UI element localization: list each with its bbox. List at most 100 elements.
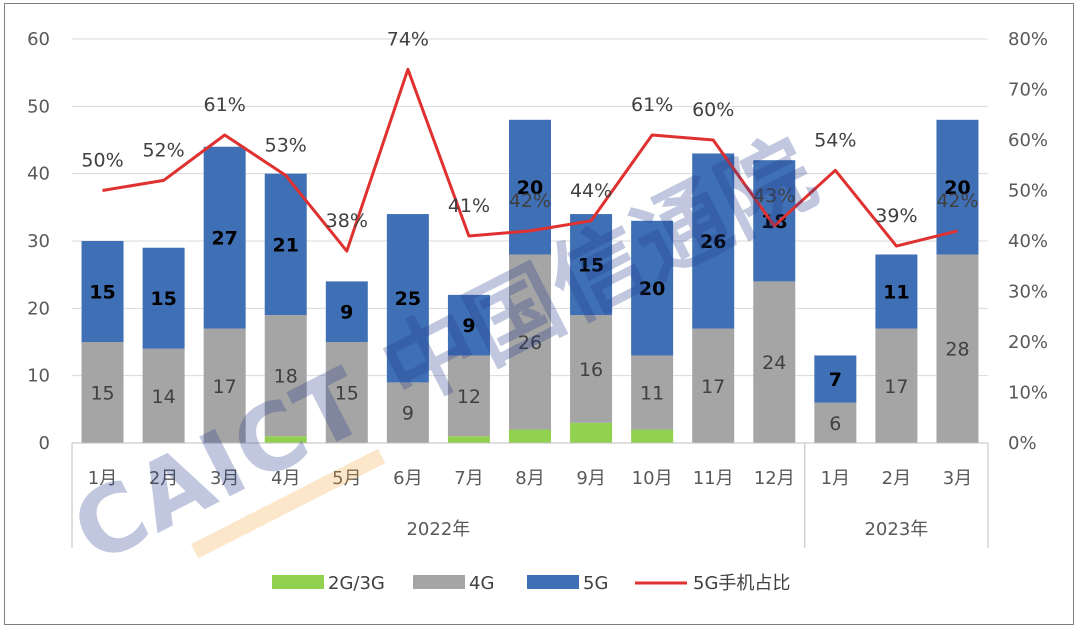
legend-label: 4G — [469, 573, 494, 594]
bar-label-5g: 15 — [578, 255, 604, 277]
share-label: 42% — [936, 190, 978, 212]
bar-label-5g: 15 — [150, 288, 176, 310]
bar-4g — [386, 382, 429, 443]
x-tick: 8月 — [515, 468, 544, 489]
legend: 2G/3G 4G 5G 5G手机占比 — [272, 573, 790, 594]
x-tick: 9月 — [576, 468, 605, 489]
y-right-tick: 50% — [1008, 181, 1048, 202]
share-label: 41% — [448, 195, 490, 217]
chart-frame — [4, 3, 1074, 625]
bar-label-4g: 15 — [335, 383, 359, 405]
bar-label-4g: 14 — [152, 386, 176, 408]
y-right-tick: 80% — [1008, 29, 1048, 50]
y-left-tick: 30 — [27, 231, 50, 252]
y-left-tick: 40 — [27, 164, 50, 185]
share-label: 44% — [570, 180, 612, 202]
bar-2g-3g — [631, 429, 674, 443]
bar-4g — [203, 328, 246, 443]
share-label: 61% — [631, 94, 673, 116]
bar-label-5g: 20 — [517, 177, 543, 199]
bar-label-5g: 26 — [700, 231, 726, 253]
y-right-tick: 30% — [1008, 282, 1048, 303]
bar-label-5g: 9 — [462, 315, 475, 337]
bar-label-4g: 28 — [945, 339, 969, 361]
bar-4g — [631, 355, 674, 430]
bar-5g — [325, 281, 368, 342]
y-right-tick: 10% — [1008, 383, 1048, 404]
x-tick: 2月 — [149, 468, 178, 489]
x-tick: 4月 — [271, 468, 300, 489]
share-label: 52% — [142, 139, 184, 161]
share-line-path — [102, 67, 958, 253]
bar-label-4g: 11 — [640, 383, 664, 405]
x-tick: 10月 — [632, 468, 673, 489]
share-label: 39% — [875, 205, 917, 227]
bar-4g — [570, 315, 613, 423]
legend-label: 2G/3G — [328, 573, 385, 594]
share-label: 53% — [265, 134, 307, 156]
bar-4g — [142, 348, 185, 443]
bar-5g — [692, 153, 735, 329]
y-right-tick: 60% — [1008, 130, 1048, 151]
y-left-tick: 60 — [27, 29, 50, 50]
bar-label-4g: 17 — [701, 376, 725, 398]
legend-label: 5G手机占比 — [693, 573, 790, 594]
bar-2g-3g — [264, 436, 307, 443]
share-label: 43% — [753, 185, 795, 207]
legend-swatch — [527, 575, 579, 589]
bar-label-5g: 20 — [639, 278, 665, 300]
x-tick: 6月 — [393, 468, 422, 489]
bar-4g — [814, 402, 857, 443]
bar-5g — [81, 241, 124, 342]
bar-label-5g: 9 — [340, 302, 353, 324]
bar-label-4g: 18 — [274, 366, 298, 388]
share-label: 61% — [204, 94, 246, 116]
bar-5g — [142, 247, 185, 349]
x-tick: 11月 — [693, 468, 734, 489]
legend-swatch — [413, 575, 465, 589]
bar-5g — [631, 220, 674, 356]
bar-label-5g: 7 — [829, 369, 842, 391]
bar-2g-3g — [570, 422, 613, 443]
bar-4g — [692, 328, 735, 443]
bar-5g — [814, 355, 857, 403]
x-tick: 7月 — [454, 468, 483, 489]
bar-label-4g: 9 — [402, 403, 414, 425]
bar-4g — [81, 342, 124, 443]
bar-5g — [203, 146, 246, 329]
share-line: 50% 52% 61% 53% 38% 74% 41% 42% 44% 61% 60% 43% 54% 3… — [81, 28, 979, 253]
bar-label-4g: 6 — [829, 413, 841, 435]
bar-4g — [936, 254, 979, 443]
bar-2g-3g — [447, 436, 490, 443]
bar-4g — [447, 355, 490, 437]
bar-5g — [875, 254, 918, 329]
share-label: 50% — [81, 150, 123, 172]
y-left-tick: 0 — [39, 433, 50, 454]
y-right-tick: 40% — [1008, 231, 1048, 252]
bar-4g — [264, 315, 307, 437]
bar-label-5g: 21 — [273, 234, 299, 256]
share-label: 42% — [509, 190, 551, 212]
watermark-bar — [190, 448, 386, 559]
x-tick: 3月 — [943, 468, 972, 489]
x-group-label: 2023年 — [864, 519, 928, 540]
bar-5g — [753, 160, 796, 282]
legend-swatch — [272, 575, 324, 589]
x-tick: 3月 — [210, 468, 239, 489]
bar-label-4g: 12 — [457, 386, 481, 408]
x-tick: 2月 — [882, 468, 911, 489]
y-left-tick: 20 — [27, 298, 50, 319]
bar-label-4g: 15 — [90, 383, 114, 405]
bar-4g — [753, 281, 796, 443]
y-right-tick: 0% — [1008, 433, 1037, 454]
x-tick: 1月 — [88, 468, 117, 489]
bar-labels: 15 15 14 15 17 27 18 21 15 9 9 25 12 9 26 20 16 15 11 20 17 2… — [89, 177, 970, 435]
share-label: 38% — [326, 210, 368, 232]
y-left-tick: 50 — [27, 96, 50, 117]
share-label: 54% — [814, 129, 856, 151]
bar-5g — [447, 294, 490, 356]
x-tick: 5月 — [332, 468, 361, 489]
bar-label-4g: 17 — [884, 376, 908, 398]
share-label: 74% — [387, 28, 429, 50]
y-right-tick: 20% — [1008, 332, 1048, 353]
